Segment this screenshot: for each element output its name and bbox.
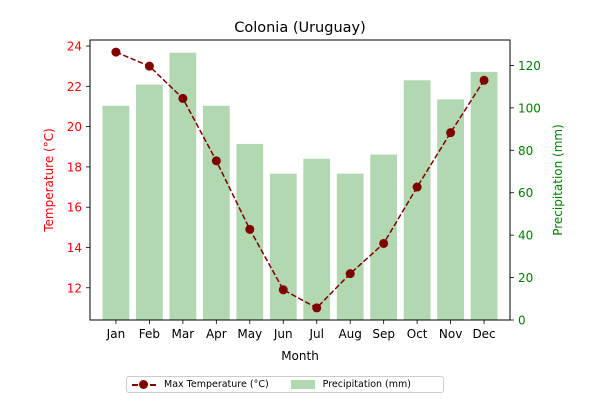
temperature-point — [312, 303, 322, 313]
precipitation-bar — [269, 173, 297, 320]
legend-item-temperature: Max Temperature (°C) — [132, 379, 269, 391]
temperature-point — [479, 75, 489, 85]
y-axis-left-label: Temperature (°C) — [42, 128, 56, 233]
x-tick-label: Aug — [338, 327, 361, 341]
x-tick-label: Jun — [273, 327, 293, 341]
y-right-tick-label: 60 — [518, 186, 533, 200]
y-axis-right-label: Precipitation (mm) — [551, 124, 565, 236]
legend-bar-swatch-icon — [290, 380, 315, 389]
y-left-tick-label: 22 — [67, 80, 82, 94]
x-tick-label: Jan — [106, 327, 126, 341]
y-right-tick-label: 40 — [518, 229, 533, 243]
x-tick-label: Jul — [308, 327, 323, 341]
y-right-tick-label: 100 — [518, 101, 541, 115]
x-tick-label: Oct — [407, 327, 428, 341]
y-left-tick-label: 16 — [67, 201, 82, 215]
temperature-point — [211, 156, 221, 166]
precipitation-bar — [336, 173, 364, 320]
temperature-point — [245, 224, 255, 234]
y-left-tick-label: 20 — [67, 120, 82, 134]
legend-label-precipitation: Precipitation (mm) — [322, 379, 411, 390]
x-tick-label: Feb — [139, 327, 160, 341]
temperature-point — [412, 182, 422, 192]
temperature-line — [115, 51, 485, 309]
x-tick-label: Apr — [206, 327, 227, 341]
x-axis-label: Month — [281, 349, 319, 363]
y-right-tick-label: 120 — [518, 59, 541, 73]
y-left-tick-label: 12 — [67, 281, 82, 295]
x-tick-label: May — [237, 327, 262, 341]
temperature-point — [144, 61, 154, 71]
precipitation-bar — [136, 84, 163, 320]
precipitation-bar — [102, 105, 130, 321]
y-left-tick-label: 24 — [67, 40, 82, 54]
x-tick-label: Mar — [172, 327, 195, 341]
temperature-point — [178, 93, 188, 103]
chart-title: Colonia (Uruguay) — [234, 20, 366, 36]
legend-line-marker-icon — [132, 379, 156, 391]
temperature-point — [379, 238, 389, 248]
legend-label-temperature: Max Temperature (°C) — [164, 379, 269, 390]
y-right-tick-label: 0 — [518, 314, 526, 328]
precipitation-bar — [169, 52, 197, 321]
precipitation-bar — [370, 154, 398, 320]
precipitation-bar — [470, 71, 498, 321]
precipitation-bar — [303, 158, 331, 320]
x-tick-label: Nov — [439, 327, 462, 341]
legend-item-precipitation: Precipitation (mm) — [290, 379, 411, 390]
y-right-tick-label: 20 — [518, 271, 533, 285]
precipitation-bar — [403, 80, 431, 320]
x-tick-label: Sep — [372, 327, 395, 341]
y-left-tick-label: 14 — [67, 241, 82, 255]
temperature-point — [111, 47, 121, 57]
legend: Max Temperature (°C) Precipitation (mm) — [126, 376, 444, 393]
precipitation-bar — [202, 105, 230, 321]
temperature-point — [278, 285, 288, 295]
x-tick-label: Dec — [472, 327, 495, 341]
plot-frame — [89, 39, 511, 321]
temperature-point — [345, 269, 355, 279]
y-left-tick-label: 18 — [67, 160, 82, 174]
y-right-tick-label: 80 — [518, 144, 533, 158]
temperature-point — [446, 128, 456, 138]
